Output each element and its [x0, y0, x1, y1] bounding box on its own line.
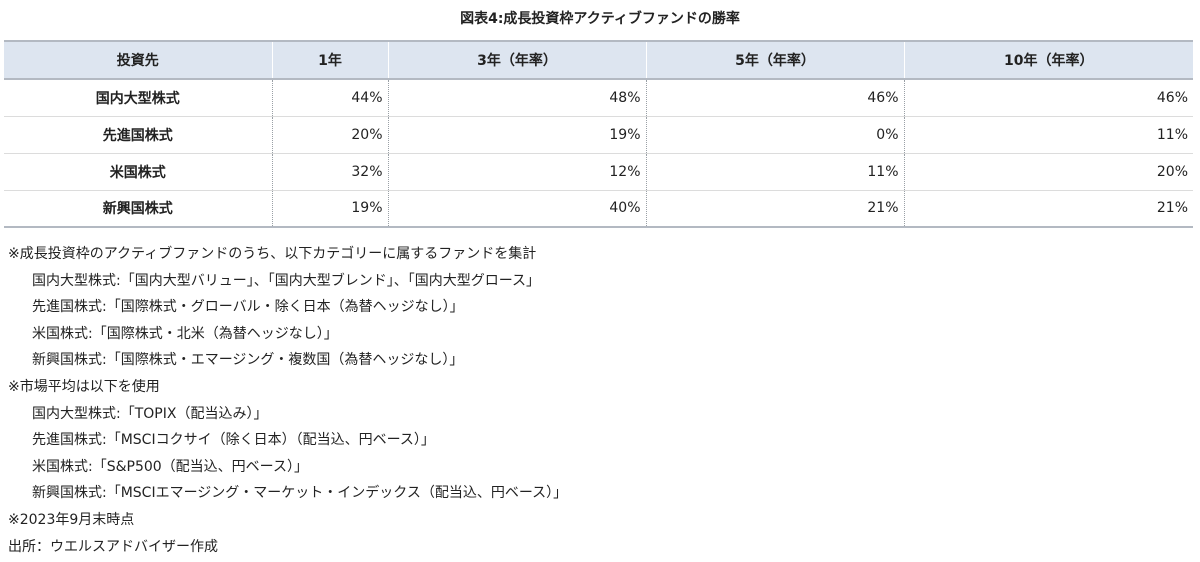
note-category-developed: 先進国株式:「国際株式・グローバル・除く日本（為替ヘッジなし）」: [32, 299, 464, 316]
note-source: 出所：ウエルスアドバイザー作成: [8, 538, 218, 555]
note-aggregation-scope: ※成長投資枠のアクティブファンドのうち、以下カテゴリーに属するファンドを集計: [8, 246, 537, 262]
note-benchmark-us: 米国株式:「S&P500（配当込、円ベース）」: [32, 458, 308, 475]
note-benchmark-developed: 先進国株式:「MSCIコクサイ（除く日本）（配当込、円ベース）」: [32, 432, 435, 449]
figure-title: 図表4:成長投資枠アクティブファンドの勝率: [460, 11, 740, 27]
cell-value: 48%: [387, 79, 646, 117]
note-benchmark-emerging: 新興国株式:「MSCIエマージング・マーケット・インデックス（配当込、円ベース）…: [32, 485, 568, 502]
cell-value: 0%: [645, 116, 904, 154]
cell-value: 21%: [903, 190, 1193, 228]
row-label: 国内大型株式: [4, 79, 272, 117]
row-label: 新興国株式: [4, 190, 272, 228]
note-category-japan-large: 国内大型株式:「国内大型バリュー」、「国内大型ブレンド」、「国内大型グロース」: [32, 272, 541, 289]
cell-value: 19%: [387, 116, 646, 154]
table-row: 国内大型株式 44% 48% 46% 46%: [4, 79, 1193, 117]
note-category-us: 米国株式:「国際株式・北米（為替ヘッジなし）」: [32, 325, 338, 342]
table-row: 米国株式 32% 12% 11% 20%: [4, 153, 1193, 191]
note-category-emerging: 新興国株式:「国際株式・エマージング・複数国（為替ヘッジなし）」: [32, 352, 464, 369]
cell-value: 46%: [903, 79, 1193, 117]
column-header-3yr: 3年（年率）: [387, 40, 646, 80]
row-label: 米国株式: [4, 153, 272, 191]
cell-value: 21%: [645, 190, 904, 228]
cell-value: 11%: [903, 116, 1193, 154]
column-header-investment-target: 投資先: [4, 40, 272, 80]
footnotes: ※成長投資枠のアクティブファンドのうち、以下カテゴリーに属するファンドを集計 国…: [8, 241, 1188, 560]
column-header-5yr: 5年（年率）: [645, 40, 904, 80]
cell-value: 44%: [271, 79, 388, 117]
note-benchmark-heading: ※市場平均は以下を使用: [8, 378, 160, 395]
win-rate-table: 投資先 1年 3年（年率） 5年（年率） 10年（年率） 国内大型株式 44% …: [4, 40, 1193, 228]
cell-value: 20%: [271, 116, 388, 154]
row-label: 先進国株式: [4, 116, 272, 154]
column-header-1yr: 1年: [271, 40, 388, 80]
cell-value: 12%: [387, 153, 646, 191]
column-header-10yr: 10年（年率）: [903, 40, 1193, 80]
cell-value: 46%: [645, 79, 904, 117]
cell-value: 20%: [903, 153, 1193, 191]
table-row: 新興国株式 19% 40% 21% 21%: [4, 190, 1193, 228]
cell-value: 40%: [387, 190, 646, 228]
table-row: 先進国株式 20% 19% 0% 11%: [4, 116, 1193, 154]
cell-value: 19%: [271, 190, 388, 228]
note-as-of-date: ※2023年9月末時点: [8, 511, 135, 528]
cell-value: 11%: [645, 153, 904, 191]
table-header-row: 投資先 1年 3年（年率） 5年（年率） 10年（年率）: [4, 40, 1193, 80]
note-benchmark-japan-large: 国内大型株式:「TOPIX（配当込み）」: [32, 405, 268, 422]
cell-value: 32%: [271, 153, 388, 191]
